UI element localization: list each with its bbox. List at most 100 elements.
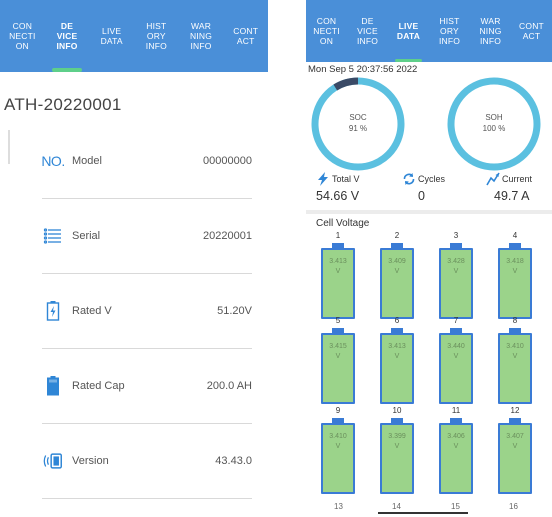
battery-terminal xyxy=(332,328,344,333)
stat-current: Current 49.7 A xyxy=(486,172,552,203)
cell-voltage-value: 3.413 V xyxy=(388,343,406,360)
battery-cell: 1 3.413 V xyxy=(321,231,355,319)
soh-label: SOH xyxy=(485,113,503,122)
battery-cell: 9 3.410 V xyxy=(321,406,355,494)
battery-terminal xyxy=(450,243,462,248)
info-value: 200.0 AH xyxy=(206,380,252,392)
info-label: Model xyxy=(72,155,102,167)
info-row-rated-v: Rated V 51.20V xyxy=(42,274,252,349)
battery-charging-icon xyxy=(42,300,64,322)
device-title: ATH-20220001 xyxy=(4,95,122,114)
divider xyxy=(306,210,552,214)
battery-body xyxy=(498,423,532,494)
soh-gauge: SOH 100 % xyxy=(446,76,542,172)
lightning-icon xyxy=(318,172,328,186)
tab-history-info[interactable]: HIST ORY INFO xyxy=(438,16,461,46)
cell-number: 12 xyxy=(510,406,520,415)
battery-body xyxy=(439,333,473,404)
battery-cell: 10 3.399 V xyxy=(380,406,414,494)
info-value: 43.43.0 xyxy=(215,455,252,467)
battery-body xyxy=(439,248,473,319)
tab-history-info[interactable]: HIST ORY INFO xyxy=(145,21,167,51)
tab-device-info[interactable]: DE VICE INFO xyxy=(356,16,379,46)
battery-body xyxy=(380,248,414,319)
battery-cell: 7 3.440 V xyxy=(439,316,473,404)
stat-name: Cycles xyxy=(418,174,446,184)
device-info-screen: CON NECTI ON DE VICE INFO LIVE DATA HIST… xyxy=(0,0,268,517)
battery-cell: 2 3.409 V xyxy=(380,231,414,319)
tab-live-data[interactable]: LIVE DATA xyxy=(388,0,429,62)
stat-name: Current xyxy=(502,174,533,184)
cell-number: 4 xyxy=(512,231,518,240)
battery-body xyxy=(380,333,414,404)
battery-cell: 6 3.413 V xyxy=(380,316,414,404)
battery-cell: 5 3.415 V xyxy=(321,316,355,404)
divider xyxy=(8,130,10,164)
list-icon xyxy=(42,225,64,247)
battery-body xyxy=(498,333,532,404)
cell-number: 5 xyxy=(335,316,341,325)
cell-voltage-value: 3.415 V xyxy=(329,343,347,360)
cell-voltage-value: 3.399 V xyxy=(388,433,406,450)
info-value: 20220001 xyxy=(203,230,252,242)
cell-number: 16 xyxy=(509,502,518,511)
tab-contact[interactable]: CONT ACT xyxy=(519,21,544,41)
battery-terminal xyxy=(391,418,403,423)
info-row-serial: Serial 20220001 xyxy=(42,199,252,274)
scroll-indicator[interactable] xyxy=(378,512,468,514)
battery-cell: 4 3.418 V xyxy=(498,231,532,319)
battery-terminal xyxy=(450,328,462,333)
stat-value: 54.66 V xyxy=(316,189,360,203)
stat-total-v: Total V 54.66 V xyxy=(316,172,396,203)
cell-number: 6 xyxy=(394,316,400,325)
cell-number: 1 xyxy=(335,231,341,240)
battery-terminal xyxy=(332,243,344,248)
cell-voltage-title: Cell Voltage xyxy=(316,218,370,229)
battery-body xyxy=(498,248,532,319)
cell-voltage-value: 3.406 V xyxy=(447,433,465,450)
battery-terminal xyxy=(391,243,403,248)
info-label: Serial xyxy=(72,230,101,242)
info-label: Rated Cap xyxy=(72,380,125,392)
battery-body xyxy=(321,248,355,319)
stat-cycles: Cycles 0 xyxy=(402,172,482,203)
no-icon: NO. xyxy=(41,153,65,169)
tab-device-info[interactable]: DE VICE INFO xyxy=(45,0,90,72)
battery-terminal xyxy=(332,418,344,423)
cell-number: 14 xyxy=(392,502,401,511)
tab-bar: CON NECTI ON DE VICE INFO LIVE DATA HIST… xyxy=(306,0,552,62)
tab-contact[interactable]: CONT ACT xyxy=(233,26,259,46)
cell-number: 10 xyxy=(392,406,402,415)
tab-warning-info[interactable]: WAR NING INFO xyxy=(189,21,213,51)
tab-warning-info[interactable]: WAR NING INFO xyxy=(479,16,502,46)
cycle-icon xyxy=(403,173,415,185)
cell-voltage-value: 3.410 V xyxy=(329,433,347,450)
battery-body xyxy=(439,423,473,494)
info-row-model: NO. Model 00000000 xyxy=(41,124,252,199)
soc-value: 91 % xyxy=(348,124,368,133)
battery-body xyxy=(380,423,414,494)
cell-voltage-value: 3.413 V xyxy=(329,258,347,275)
battery-body xyxy=(321,423,355,494)
battery-terminal xyxy=(509,418,521,423)
soc-remaining-arc xyxy=(311,77,405,171)
battery-terminal xyxy=(509,243,521,248)
cell-voltage-value: 3.409 V xyxy=(388,258,406,275)
stat-value: 0 xyxy=(418,189,425,203)
tab-bar: CON NECTI ON DE VICE INFO LIVE DATA HIST… xyxy=(0,0,268,72)
cell-number: 3 xyxy=(453,231,459,240)
cell-voltage-value: 3.407 V xyxy=(506,433,524,450)
battery-terminal xyxy=(391,328,403,333)
cell-voltage-value: 3.440 V xyxy=(447,343,465,360)
battery-terminal xyxy=(509,328,521,333)
info-label: Rated V xyxy=(72,305,112,317)
tab-live-data[interactable]: LIVE DATA xyxy=(100,26,123,46)
info-row-rated-cap: Rated Cap 200.0 AH xyxy=(42,349,252,424)
info-value: 00000000 xyxy=(203,155,252,167)
tab-connection[interactable]: CON NECTI ON xyxy=(9,21,36,51)
tab-connection[interactable]: CON NECTI ON xyxy=(313,16,340,46)
stat-name: Total V xyxy=(332,174,360,184)
timestamp: Mon Sep 5 20:37:56 2022 xyxy=(308,64,418,75)
info-value: 51.20V xyxy=(217,305,252,317)
battery-icon xyxy=(42,375,64,397)
